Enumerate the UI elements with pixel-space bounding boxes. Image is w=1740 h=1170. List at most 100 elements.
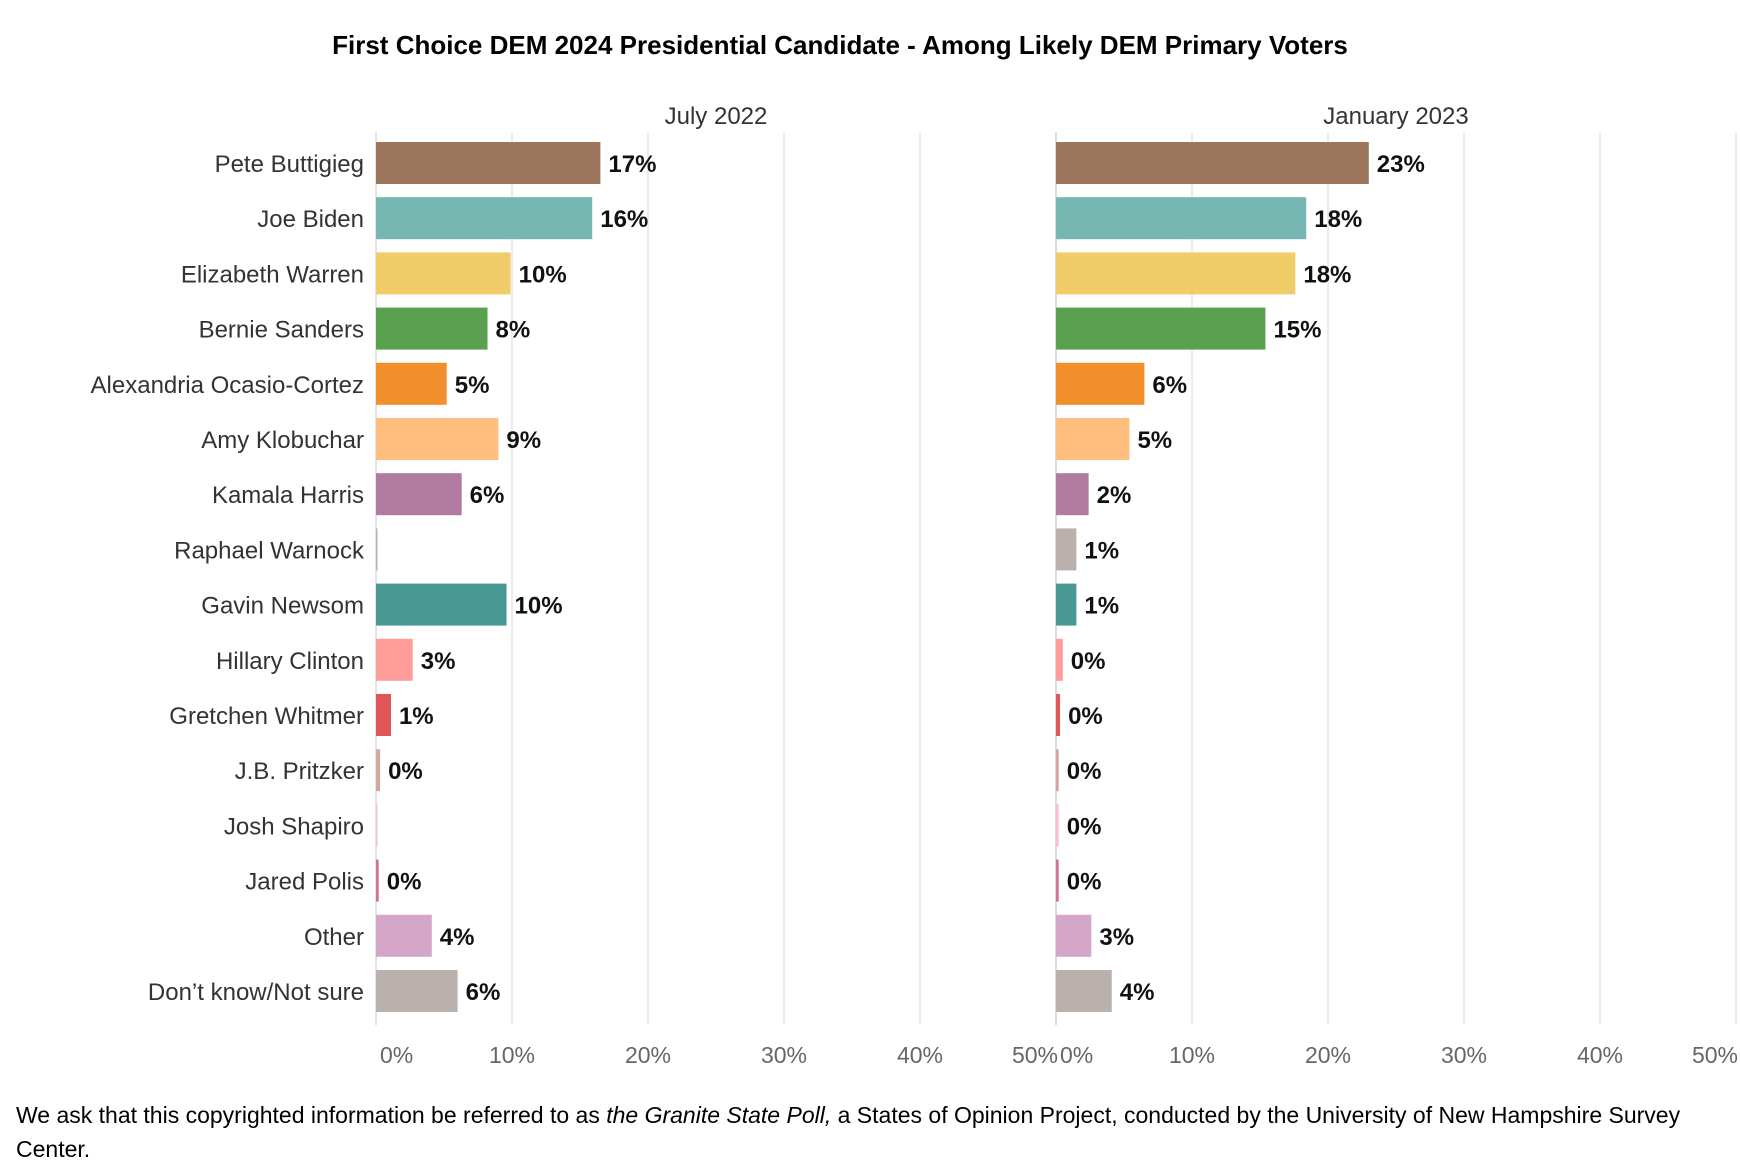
category-label: Alexandria Ocasio-Cortez — [91, 372, 364, 399]
bar — [1056, 694, 1061, 736]
data-label: 0% — [1067, 758, 1102, 785]
data-label: 16% — [600, 206, 648, 233]
x-tick-label: 40% — [897, 1042, 943, 1068]
category-label: Other — [304, 924, 364, 951]
bar — [1056, 859, 1059, 902]
data-label: 1% — [1084, 593, 1119, 620]
bar — [1056, 473, 1089, 516]
data-label: 5% — [1137, 427, 1172, 454]
data-label: 0% — [388, 758, 423, 785]
category-label: Bernie Sanders — [199, 317, 364, 344]
bar — [1056, 638, 1063, 681]
bar-chart: Pete Buttigieg Joe Biden Elizabeth Warren B… — [91, 103, 1738, 1068]
bar — [376, 859, 379, 902]
category-label: Raphael Warnock — [174, 537, 365, 564]
data-label: 17% — [608, 151, 656, 178]
bar — [376, 362, 447, 405]
category-label: Gavin Newsom — [201, 593, 364, 620]
bar — [376, 694, 391, 736]
x-tick-label: 0% — [380, 1042, 413, 1068]
bar — [376, 418, 499, 460]
bar — [376, 307, 488, 350]
x-tick-label: 20% — [625, 1042, 671, 1068]
data-label: 0% — [1068, 703, 1103, 730]
category-label: J.B. Pritzker — [235, 758, 364, 785]
x-tick-label: 50% — [1692, 1042, 1738, 1068]
bar — [1056, 362, 1145, 405]
data-label: 0% — [387, 869, 422, 896]
data-label: 5% — [455, 372, 490, 399]
bar — [1056, 914, 1092, 957]
category-label: Pete Buttigieg — [215, 151, 364, 178]
data-label: 4% — [1120, 979, 1155, 1006]
category-label: Elizabeth Warren — [181, 261, 364, 288]
bar — [376, 142, 601, 184]
bar — [376, 252, 511, 295]
data-label: 1% — [1084, 537, 1119, 564]
bar — [1056, 583, 1077, 626]
data-label: 3% — [421, 648, 456, 675]
bar — [1056, 307, 1266, 350]
category-label: Jared Polis — [245, 869, 364, 896]
category-label: Gretchen Whitmer — [169, 703, 364, 730]
bar — [376, 638, 413, 681]
chart-title: First Choice DEM 2024 Presidential Candi… — [332, 30, 1348, 60]
bar — [1056, 252, 1296, 295]
data-label: 10% — [519, 261, 567, 288]
bar — [1056, 970, 1112, 1012]
panel-title: July 2022 — [665, 103, 768, 130]
copyright-footnote: We ask that this copyrighted information… — [16, 1098, 1716, 1166]
bar — [376, 473, 462, 516]
panel-january-2023: 0% 10% 20% 30% 40% 50% January 2023 23% 18% 18% 15… — [1055, 103, 1738, 1068]
data-label: 0% — [1067, 869, 1102, 896]
x-tick-label: 10% — [489, 1042, 535, 1068]
bar — [1056, 749, 1059, 792]
footnote-text-end: a States of Opinion Project, conducted b… — [16, 1102, 1681, 1162]
x-tick-label: 40% — [1577, 1042, 1623, 1068]
bar — [1056, 197, 1307, 240]
x-tick-label: 20% — [1305, 1042, 1351, 1068]
data-label: 15% — [1273, 317, 1321, 344]
bar — [1056, 418, 1130, 460]
footnote-text-start: We ask that this copyrighted information… — [16, 1102, 607, 1128]
bar — [376, 528, 378, 571]
panel-title: January 2023 — [1323, 103, 1468, 130]
data-label: 6% — [470, 482, 505, 509]
bar — [376, 914, 432, 957]
data-label: 18% — [1303, 261, 1351, 288]
data-label: 10% — [515, 593, 563, 620]
data-label: 2% — [1097, 482, 1132, 509]
data-label: 4% — [440, 924, 475, 951]
footnote-poll-name: the Granite State Poll, — [606, 1102, 832, 1128]
data-label: 9% — [506, 427, 541, 454]
category-label: Amy Klobuchar — [201, 427, 364, 454]
bar — [376, 804, 378, 847]
category-label: Josh Shapiro — [224, 813, 364, 840]
bar — [376, 583, 507, 626]
data-label: 18% — [1314, 206, 1362, 233]
x-tick-label: 0% — [1060, 1042, 1093, 1068]
bar — [376, 197, 593, 240]
x-tick-label: 50% — [1012, 1042, 1058, 1068]
bar — [1056, 804, 1059, 847]
category-label: Kamala Harris — [212, 482, 364, 509]
category-label: Joe Biden — [257, 206, 364, 233]
panel-july-2022: 0% 10% 20% 30% 40% 50% July 2022 17% 16% 10% 8% 5% 9… — [375, 103, 1058, 1068]
data-label: 8% — [496, 317, 531, 344]
data-label: 6% — [1152, 372, 1187, 399]
bar — [376, 970, 458, 1012]
bar — [1056, 142, 1369, 184]
x-tick-label: 10% — [1169, 1042, 1215, 1068]
data-label: 3% — [1099, 924, 1134, 951]
data-label: 0% — [1071, 648, 1106, 675]
bar — [376, 749, 381, 792]
data-label: 23% — [1377, 151, 1425, 178]
category-label: Hillary Clinton — [216, 648, 364, 675]
x-tick-label: 30% — [761, 1042, 807, 1068]
data-label: 6% — [466, 979, 501, 1006]
bar — [1056, 528, 1077, 571]
data-label: 0% — [1067, 813, 1102, 840]
data-label: 1% — [399, 703, 434, 730]
x-tick-label: 30% — [1441, 1042, 1487, 1068]
category-label: Don’t know/Not sure — [148, 979, 364, 1006]
